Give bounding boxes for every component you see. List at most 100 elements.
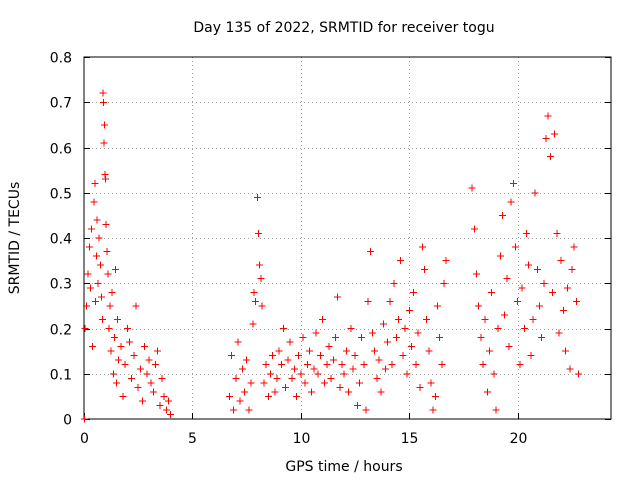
- data-point: [434, 302, 442, 310]
- data-point: [139, 397, 147, 405]
- data-point: [360, 361, 368, 369]
- data-point: [553, 229, 561, 237]
- data-point: [96, 261, 104, 269]
- data-point: [236, 397, 244, 405]
- data-point: [250, 288, 258, 296]
- data-point: [427, 379, 435, 387]
- data-point: [312, 329, 320, 337]
- data-point: [518, 284, 526, 292]
- data-point: [130, 352, 138, 360]
- data-point: [290, 365, 298, 373]
- data-point: [431, 392, 439, 400]
- data-point: [568, 266, 576, 274]
- data-point: [401, 325, 409, 332]
- data-point: [440, 279, 448, 287]
- data-point: [342, 347, 350, 355]
- data-point: [525, 261, 533, 269]
- data-point: [143, 370, 151, 378]
- data-point: [492, 406, 500, 414]
- data-point: [412, 361, 420, 369]
- data-point: [136, 365, 144, 373]
- data-point: [145, 356, 153, 364]
- data-point: [564, 284, 572, 292]
- x-tick-label: 10: [293, 431, 311, 447]
- data-point: [99, 89, 107, 97]
- data-point: [538, 334, 546, 342]
- data-point: [366, 248, 374, 256]
- axis-layer: 0 5 10 15 20 0 0.1 0.2 0.3 0.4 0.5 0.6 0.7 0.8: [50, 51, 611, 447]
- data-point: [126, 338, 134, 346]
- data-point: [551, 130, 559, 138]
- data-point: [531, 189, 539, 197]
- data-point: [119, 392, 127, 400]
- data-point: [572, 297, 580, 305]
- data-point: [345, 388, 353, 396]
- data-point: [109, 370, 117, 378]
- data-point: [388, 361, 396, 369]
- data-point: [488, 288, 496, 296]
- data-point: [535, 302, 543, 310]
- data-point: [128, 374, 136, 382]
- data-point: [94, 279, 102, 287]
- data-point: [355, 379, 363, 387]
- data-point: [522, 229, 530, 237]
- data-point: [420, 266, 428, 274]
- data-point: [533, 266, 541, 274]
- y-tick-label: 0.2: [50, 323, 72, 339]
- data-point: [306, 347, 314, 355]
- x-axis-label: GPS time / hours: [285, 459, 402, 475]
- data-point: [243, 356, 251, 364]
- data-point: [364, 297, 372, 305]
- data-point: [88, 225, 96, 233]
- data-point: [85, 243, 93, 251]
- data-point: [403, 370, 411, 378]
- data-point: [277, 361, 285, 369]
- data-point: [102, 175, 110, 183]
- data-point: [570, 243, 578, 251]
- data-point: [102, 220, 110, 228]
- data-point: [392, 334, 400, 342]
- data-point: [91, 180, 99, 188]
- data-point: [349, 365, 357, 373]
- data-point: [527, 352, 535, 360]
- data-point: [559, 306, 567, 314]
- data-point: [438, 361, 446, 369]
- data-point: [399, 352, 407, 360]
- data-point: [338, 361, 346, 369]
- data-point: [540, 279, 548, 287]
- data-point: [106, 302, 114, 310]
- data-point: [225, 392, 233, 400]
- data-point: [238, 365, 246, 373]
- data-point: [251, 297, 259, 305]
- data-point: [516, 361, 524, 369]
- points-layer: [80, 89, 582, 423]
- data-point: [257, 275, 265, 283]
- data-point: [114, 315, 122, 323]
- data-point: [477, 334, 485, 342]
- data-point: [496, 252, 504, 260]
- data-point: [479, 361, 487, 369]
- data-point: [280, 325, 288, 332]
- data-point: [362, 406, 370, 414]
- data-point: [267, 370, 275, 378]
- data-point: [373, 374, 381, 382]
- data-point: [319, 315, 327, 323]
- data-point: [503, 275, 511, 283]
- data-point: [384, 338, 392, 346]
- y-tick-label: 0.8: [50, 51, 72, 67]
- data-point: [167, 410, 175, 418]
- data-point: [121, 361, 129, 369]
- data-point: [108, 288, 116, 296]
- data-point: [295, 352, 303, 360]
- data-point: [152, 361, 160, 369]
- data-point: [566, 365, 574, 373]
- data-point: [340, 370, 348, 378]
- data-point: [397, 257, 405, 265]
- y-tick-label: 0.3: [50, 277, 72, 293]
- data-point: [299, 334, 307, 342]
- data-point: [529, 315, 537, 323]
- data-point: [255, 229, 263, 237]
- data-point: [351, 352, 359, 360]
- grid-layer: [84, 57, 611, 419]
